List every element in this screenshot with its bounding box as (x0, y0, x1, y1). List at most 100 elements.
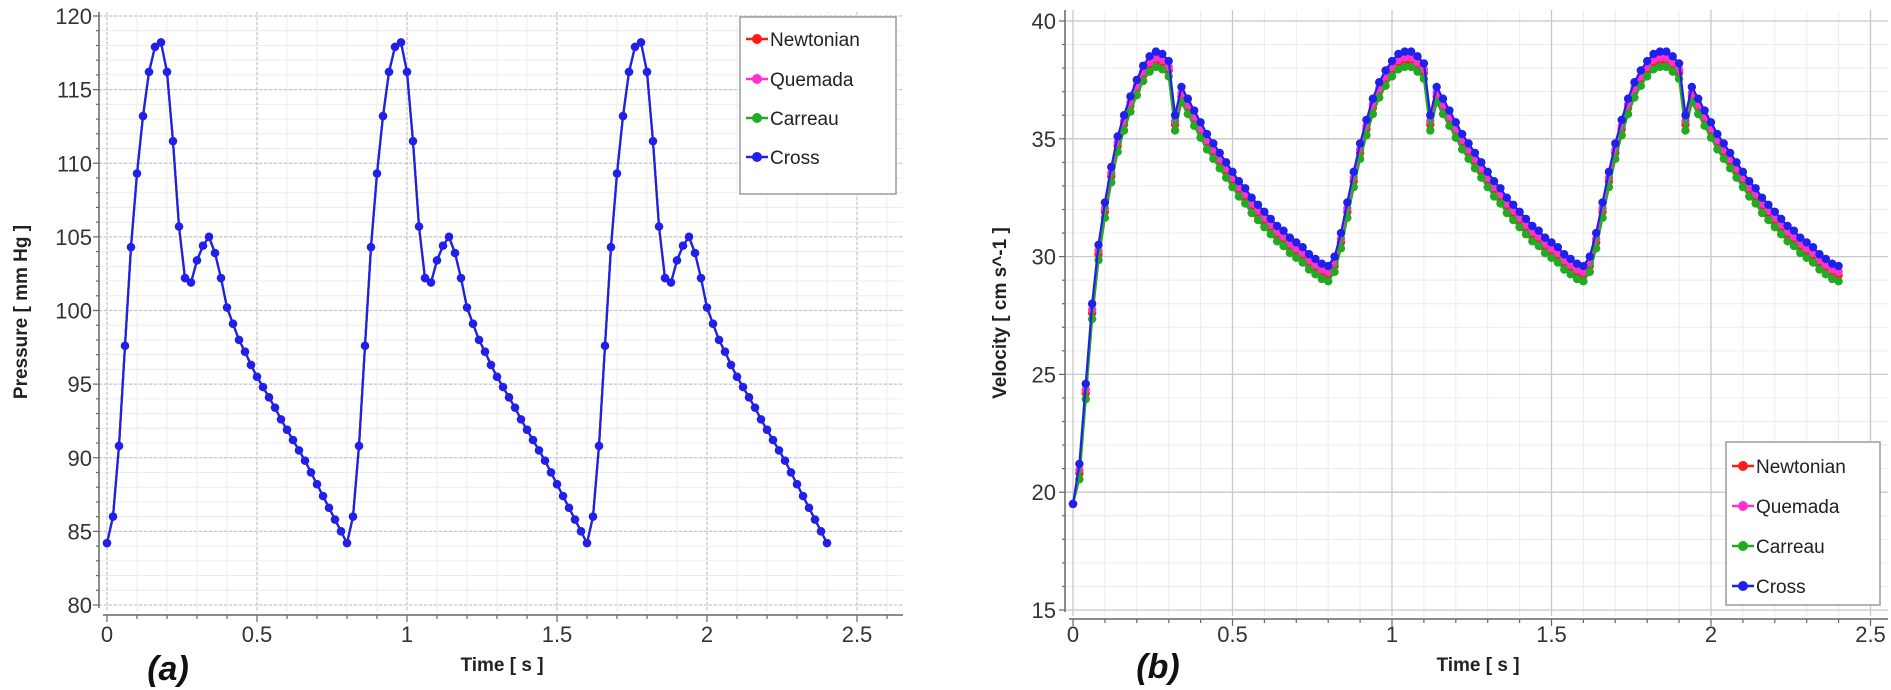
data-point (1438, 94, 1448, 103)
data-point (1521, 230, 1531, 239)
data-point (1757, 193, 1767, 202)
data-point (1591, 228, 1601, 238)
data-point (1304, 255, 1314, 265)
data-point (1113, 132, 1122, 141)
data-point (1528, 237, 1537, 246)
y-tick-label: 35 (1032, 127, 1056, 152)
data-point (1406, 53, 1416, 62)
data-point (1547, 238, 1556, 247)
x-axis-label: Time [ s ] (460, 655, 543, 676)
chart-a: 80 85 90 95 100 105 110 115 120 0 0.5 1 1.5 2 2.5 Time … (11, 4, 903, 688)
data-point (1604, 167, 1614, 176)
data-point (1285, 233, 1295, 242)
data-point (1617, 115, 1626, 125)
data-point (1598, 198, 1607, 207)
data-point (1311, 260, 1320, 270)
data-point (186, 278, 196, 287)
data-point (1158, 49, 1167, 59)
x-tick-label: 0 (1067, 622, 1079, 647)
data-point (1534, 226, 1543, 235)
data-point (1464, 139, 1473, 148)
data-point (1438, 109, 1448, 119)
legend-item-carreau: Carreau (746, 109, 839, 130)
data-point (672, 256, 682, 265)
data-point (786, 468, 796, 477)
data-point (642, 67, 652, 77)
legend-label: Cross (770, 148, 820, 169)
y-tick-label: 95 (68, 372, 92, 397)
data-point (180, 273, 190, 283)
data-point (1285, 248, 1295, 258)
data-point (1158, 65, 1167, 74)
data-point (1202, 129, 1212, 139)
data-point (1241, 199, 1250, 208)
data-point (762, 425, 772, 434)
data-point (1547, 253, 1556, 262)
data-point (1419, 59, 1429, 68)
data-point (1304, 250, 1314, 259)
data-point (1738, 167, 1748, 176)
data-point (1170, 126, 1180, 135)
data-point (1745, 177, 1754, 186)
data-point (1572, 265, 1582, 274)
data-point (564, 503, 574, 513)
data-point (1821, 270, 1831, 279)
data-point (1247, 208, 1256, 218)
data-point (1579, 277, 1588, 286)
data-point (240, 347, 250, 356)
legend-marker-icon (1738, 541, 1748, 551)
data-point (1802, 238, 1811, 247)
data-point (1426, 126, 1435, 135)
data-point (1349, 167, 1358, 176)
legend-marker-icon (1738, 501, 1748, 511)
data-point (1515, 207, 1524, 217)
data-point (504, 393, 514, 402)
data-point (1502, 193, 1512, 202)
x-tick-label: 0 (101, 622, 113, 647)
data-point (1362, 131, 1371, 140)
data-point (162, 67, 172, 77)
data-point (1681, 111, 1690, 120)
data-point (516, 415, 526, 424)
data-point (1381, 66, 1390, 75)
data-point (414, 222, 424, 231)
data-point (1725, 148, 1735, 158)
legend: Newtonian Quemada Carreau Cross (739, 16, 897, 195)
data-point (1330, 252, 1339, 261)
data-point (1260, 222, 1269, 232)
data-point (1643, 56, 1652, 66)
data-point (294, 446, 304, 455)
data-point (1126, 107, 1135, 116)
data-point (450, 248, 460, 258)
legend-item-cross: Cross (746, 148, 820, 169)
data-point (1591, 244, 1601, 253)
data-point (1387, 72, 1397, 81)
panel-label: (a) (147, 650, 189, 688)
data-point (1100, 198, 1110, 207)
data-point (438, 241, 448, 250)
data-point (1572, 274, 1582, 284)
data-point (1138, 76, 1148, 86)
data-point (666, 278, 676, 287)
legend-label: Quemada (1756, 497, 1840, 518)
data-point (1387, 56, 1397, 66)
data-point (582, 538, 592, 548)
data-point (1368, 109, 1378, 119)
data-point (270, 403, 280, 412)
data-point (1808, 258, 1818, 267)
data-point (150, 42, 160, 52)
data-point (1649, 65, 1658, 74)
data-point (558, 491, 568, 501)
data-point (1075, 459, 1084, 469)
legend-label: Newtonian (1756, 457, 1846, 478)
data-point (1789, 241, 1799, 251)
data-point (204, 232, 214, 242)
data-point (1655, 53, 1665, 62)
data-point (1617, 131, 1626, 140)
data-point (1272, 237, 1282, 246)
data-point (1757, 208, 1767, 218)
data-point (252, 372, 262, 381)
data-point (390, 42, 400, 52)
data-point (1828, 259, 1837, 268)
data-point (102, 538, 112, 548)
